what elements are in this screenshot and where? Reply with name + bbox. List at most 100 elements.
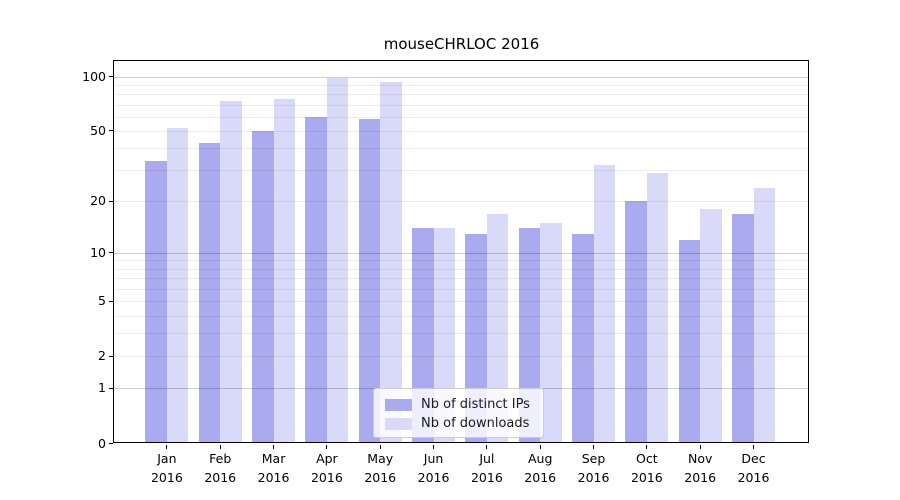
y-gridline-minor-40 — [114, 148, 809, 150]
bar-distinct-ips-may — [358, 119, 381, 444]
x-tick-month-apr: Apr — [316, 451, 338, 466]
y-gridline-minor-2 — [114, 356, 809, 358]
y-tick-label-2: 2 — [98, 348, 106, 364]
x-tick-month-jan: Jan — [157, 451, 177, 466]
legend-swatch-downloads — [385, 417, 412, 430]
bar-downloads-nov — [700, 209, 722, 444]
x-tick-year-apr: 2016 — [310, 469, 343, 485]
x-tick-year-nov: 2016 — [684, 469, 717, 485]
legend-label-distinct-ips: Nb of distinct IPs — [421, 397, 530, 412]
x-tick-mark-apr — [326, 444, 328, 449]
x-tick-year-aug: 2016 — [524, 469, 557, 485]
x-tick-mark-nov — [699, 444, 701, 449]
y-gridline-minor-70 — [114, 104, 809, 106]
y-gridline-major-100 — [114, 76, 809, 78]
y-tick-mark-20 — [109, 200, 113, 202]
y-tick-mark-50 — [109, 130, 113, 132]
legend-label-downloads: Nb of downloads — [421, 416, 530, 431]
y-gridline-minor-5 — [114, 301, 809, 303]
y-tick-mark-2 — [109, 355, 113, 357]
x-tick-label-jan: Jan 2016 — [136, 450, 198, 487]
x-tick-month-feb: Feb — [209, 451, 232, 466]
x-tick-month-jul: Jul — [479, 451, 495, 466]
y-tick-mark-5 — [109, 300, 113, 302]
bar-distinct-ips-dec — [732, 213, 754, 444]
x-tick-mark-jul — [486, 444, 488, 449]
legend-swatch-distinct-ips — [385, 398, 412, 411]
x-tick-month-dec: Dec — [741, 451, 766, 466]
x-tick-month-oct: Oct — [636, 451, 658, 466]
y-gridline-minor-20 — [114, 201, 809, 203]
legend-entry-downloads: Nb of downloads — [374, 414, 543, 433]
y-gridline-minor-9 — [114, 260, 809, 262]
x-tick-year-may: 2016 — [364, 469, 397, 485]
x-tick-mark-mar — [273, 444, 275, 449]
x-tick-mark-oct — [646, 444, 648, 449]
bar-downloads-aug — [540, 223, 562, 444]
bar-distinct-ips-nov — [678, 239, 701, 444]
x-tick-label-apr: Apr 2016 — [296, 450, 358, 487]
y-gridline-minor-30 — [114, 170, 809, 172]
bar-downloads-apr — [326, 78, 349, 444]
legend-entry-distinct-ips: Nb of distinct IPs — [374, 395, 543, 414]
x-tick-mark-feb — [219, 444, 221, 449]
x-tick-mark-aug — [539, 444, 541, 449]
bar-distinct-ips-jan — [145, 160, 167, 444]
bar-downloads-mar — [273, 99, 296, 444]
x-tick-month-aug: Aug — [527, 451, 553, 466]
y-gridline-minor-6 — [114, 288, 809, 290]
y-tick-mark-0 — [109, 443, 113, 444]
y-tick-label-0: 0 — [98, 435, 106, 451]
bar-downloads-may — [380, 82, 402, 444]
bar-downloads-sep — [593, 165, 616, 444]
x-tick-mark-jun — [433, 444, 435, 449]
bar-downloads-oct — [646, 173, 669, 444]
x-tick-year-jul: 2016 — [470, 469, 503, 485]
x-tick-year-feb: 2016 — [204, 469, 237, 485]
x-tick-label-mar: Mar 2016 — [243, 450, 305, 487]
bar-downloads-dec — [753, 187, 776, 444]
y-gridline-minor-7 — [114, 278, 809, 280]
y-tick-label-5: 5 — [98, 293, 106, 309]
bar-downloads-feb — [220, 101, 242, 444]
y-tick-label-1: 1 — [98, 380, 106, 396]
bar-distinct-ips-sep — [572, 233, 594, 444]
y-gridline-minor-90 — [114, 84, 809, 86]
x-tick-label-aug: Aug 2016 — [509, 450, 571, 487]
y-tick-mark-10 — [109, 252, 113, 254]
x-tick-mark-jan — [166, 444, 168, 449]
x-tick-mark-dec — [753, 444, 755, 449]
x-tick-label-jul: Jul 2016 — [456, 450, 518, 487]
x-tick-year-jan: 2016 — [150, 469, 183, 485]
x-tick-year-sep: 2016 — [577, 469, 610, 485]
x-tick-year-dec: 2016 — [737, 469, 770, 485]
x-tick-label-feb: Feb 2016 — [189, 450, 251, 487]
x-tick-label-dec: Dec 2016 — [723, 450, 785, 487]
y-gridline-minor-50 — [114, 130, 809, 132]
y-tick-mark-100 — [109, 76, 113, 77]
y-tick-label-50: 50 — [90, 122, 106, 138]
x-tick-month-may: May — [367, 451, 394, 466]
x-tick-year-oct: 2016 — [630, 469, 663, 485]
x-tick-label-jun: Jun 2016 — [403, 450, 465, 487]
bar-distinct-ips-mar — [252, 130, 274, 444]
x-tick-month-jun: Jun — [423, 451, 444, 466]
y-gridline-minor-4 — [114, 315, 809, 317]
legend: Nb of distinct IPs Nb of downloads — [373, 388, 544, 438]
x-tick-month-sep: Sep — [581, 451, 606, 466]
chart-title: mouseCHRLOC 2016 — [383, 35, 540, 53]
bar-distinct-ips-apr — [305, 116, 327, 444]
x-tick-month-mar: Mar — [261, 451, 286, 466]
x-tick-mark-may — [379, 444, 381, 449]
x-tick-mark-sep — [593, 444, 595, 449]
x-tick-month-nov: Nov — [687, 451, 713, 466]
y-gridline-major-10 — [114, 252, 809, 254]
x-tick-year-mar: 2016 — [257, 469, 290, 485]
bar-distinct-ips-oct — [625, 201, 647, 444]
x-tick-label-nov: Nov 2016 — [669, 450, 731, 487]
x-tick-label-oct: Oct 2016 — [616, 450, 678, 487]
y-tick-label-100: 100 — [82, 68, 106, 84]
y-gridline-minor-80 — [114, 94, 809, 96]
